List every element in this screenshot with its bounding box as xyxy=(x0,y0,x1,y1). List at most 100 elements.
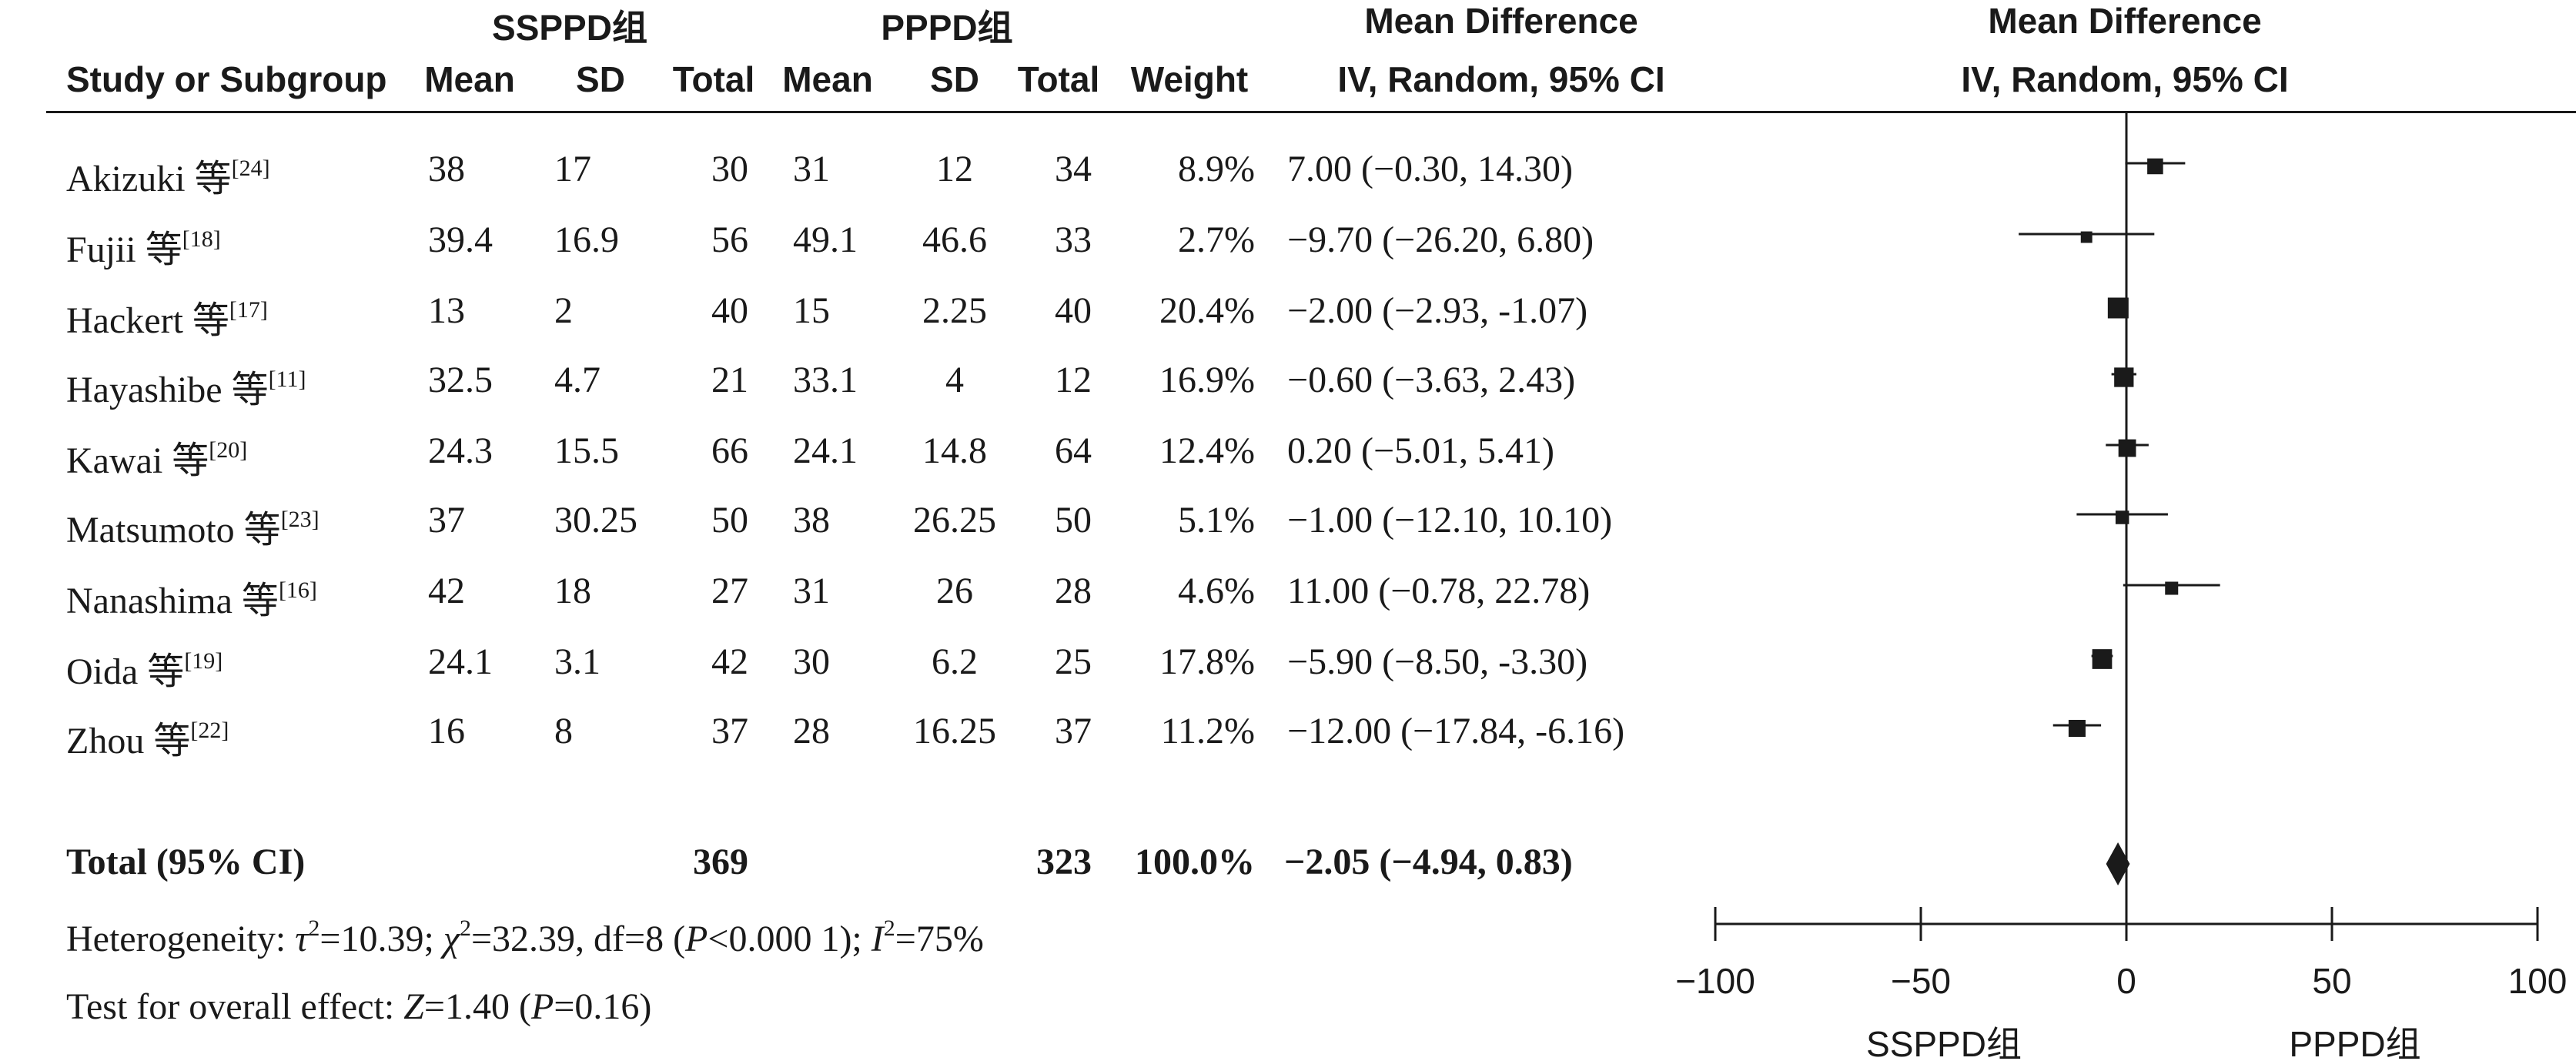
pooled-diamond xyxy=(2106,842,2130,885)
total2-header: Total xyxy=(1017,59,1100,99)
weight-cell: 20.4% xyxy=(1159,290,1255,331)
mean1-cell: 32.5 xyxy=(428,360,493,400)
sd2-header: SD xyxy=(930,59,979,99)
sd2-cell: 16.25 xyxy=(913,711,996,751)
study-name: Fujii 等[18] xyxy=(66,219,221,273)
x-tick-label: 50 xyxy=(2312,961,2351,1001)
study-name: Kawai 等[20] xyxy=(66,430,247,484)
n1-cell: 27 xyxy=(711,571,748,611)
study-reference: [22] xyxy=(190,718,229,743)
study-reference: [19] xyxy=(184,648,223,674)
study-name-text: Hackert 等 xyxy=(66,300,229,341)
ci-cell: −0.60 (−3.63, 2.43) xyxy=(1287,360,1576,400)
sd1-cell: 4.7 xyxy=(554,360,601,400)
study-name: Hackert 等[17] xyxy=(66,290,268,343)
overall-effect-text: Test for overall effect: Z=1.40 (P=0.16) xyxy=(66,986,652,1027)
mean2-header: Mean xyxy=(782,59,873,99)
mean2-cell: 31 xyxy=(793,571,830,611)
n2-cell: 50 xyxy=(1055,500,1092,541)
n1-cell: 37 xyxy=(711,711,748,751)
mean2-cell: 28 xyxy=(793,711,830,751)
mean2-cell: 31 xyxy=(793,149,830,189)
header-rule xyxy=(46,111,2576,113)
sd1-cell: 8 xyxy=(554,711,573,751)
weight-cell: 2.7% xyxy=(1178,219,1255,260)
sd2-cell: 12 xyxy=(936,149,973,189)
sd1-cell: 17 xyxy=(554,149,591,189)
study-name: Hayashibe 等[11] xyxy=(66,359,306,413)
study-point xyxy=(2115,510,2129,524)
n1-cell: 30 xyxy=(711,149,748,189)
study-name: Oida 等[19] xyxy=(66,641,222,695)
study-name-text: Zhou 等 xyxy=(66,721,191,761)
study-point xyxy=(2107,297,2129,319)
sd1-cell: 2 xyxy=(554,290,573,331)
sd2-cell: 6.2 xyxy=(932,641,978,682)
study-point xyxy=(2118,439,2136,457)
n1-cell: 56 xyxy=(711,219,748,260)
weight-cell: 5.1% xyxy=(1178,500,1255,541)
ci-cell: −1.00 (−12.10, 10.10) xyxy=(1287,500,1613,541)
total-n1: 369 xyxy=(693,842,748,882)
ci-cell: −12.00 (−17.84, -6.16) xyxy=(1287,711,1625,751)
n2-cell: 33 xyxy=(1055,219,1092,260)
ci-cell: 11.00 (−0.78, 22.78) xyxy=(1287,571,1591,611)
weight-cell: 17.8% xyxy=(1159,641,1255,682)
mean2-cell: 38 xyxy=(793,500,830,541)
total-label: Total (95% CI) xyxy=(66,842,306,882)
mean1-header: Mean xyxy=(424,59,515,99)
sd1-cell: 16.9 xyxy=(554,219,619,260)
study-reference: [20] xyxy=(209,437,248,463)
sd2-cell: 26 xyxy=(936,571,973,611)
study-point xyxy=(2080,231,2093,243)
n2-cell: 64 xyxy=(1055,430,1092,471)
n2-cell: 34 xyxy=(1055,149,1092,189)
weight-cell: 4.6% xyxy=(1178,571,1255,611)
mean1-cell: 42 xyxy=(428,571,465,611)
sd2-cell: 46.6 xyxy=(922,219,987,260)
ci-cell: −2.00 (−2.93, -1.07) xyxy=(1287,290,1588,331)
sd1-cell: 3.1 xyxy=(554,641,601,682)
mean1-cell: 38 xyxy=(428,149,465,189)
study-reference: [23] xyxy=(280,507,319,532)
study-reference: [16] xyxy=(278,577,317,603)
study-name-text: Matsumoto 等 xyxy=(66,510,281,551)
mean1-cell: 39.4 xyxy=(428,219,493,260)
n1-cell: 66 xyxy=(711,430,748,471)
mean1-cell: 13 xyxy=(428,290,465,331)
study-name: Nanashima 等[16] xyxy=(66,570,317,624)
mean1-cell: 24.3 xyxy=(428,430,493,471)
mean2-cell: 15 xyxy=(793,290,830,331)
n2-cell: 25 xyxy=(1055,641,1092,682)
study-column-header: Study or Subgroup xyxy=(66,59,387,99)
mean2-cell: 24.1 xyxy=(793,430,858,471)
mean1-cell: 37 xyxy=(428,500,465,541)
study-point xyxy=(2114,367,2134,387)
mean2-cell: 49.1 xyxy=(793,219,858,260)
md-column-subtitle: IV, Random, 95% CI xyxy=(1337,59,1665,99)
study-name-text: Kawai 等 xyxy=(66,440,209,481)
mean2-cell: 33.1 xyxy=(793,360,858,400)
favours-right-label: PPPD组 xyxy=(2289,1024,2420,1061)
weight-cell: 16.9% xyxy=(1159,360,1255,400)
n1-cell: 42 xyxy=(711,641,748,682)
n2-cell: 37 xyxy=(1055,711,1092,751)
x-tick-label: 100 xyxy=(2508,961,2568,1001)
study-name-text: Akizuki 等 xyxy=(66,159,232,199)
n2-cell: 40 xyxy=(1055,290,1092,331)
n1-cell: 50 xyxy=(711,500,748,541)
n1-cell: 21 xyxy=(711,360,748,400)
study-name-text: Oida 等 xyxy=(66,651,185,692)
weight-cell: 12.4% xyxy=(1159,430,1255,471)
favours-left-label: SSPPD组 xyxy=(1866,1024,2022,1061)
ci-cell: −9.70 (−26.20, 6.80) xyxy=(1287,219,1594,260)
study-name: Matsumoto 等[23] xyxy=(66,499,319,553)
study-point xyxy=(2147,158,2163,175)
weight-cell: 8.9% xyxy=(1178,149,1255,189)
n2-cell: 28 xyxy=(1055,571,1092,611)
study-point xyxy=(2068,719,2086,738)
study-name: Zhou 等[22] xyxy=(66,710,229,764)
sd2-cell: 14.8 xyxy=(922,430,987,471)
mean2-cell: 30 xyxy=(793,641,830,682)
study-reference: [17] xyxy=(229,297,268,323)
